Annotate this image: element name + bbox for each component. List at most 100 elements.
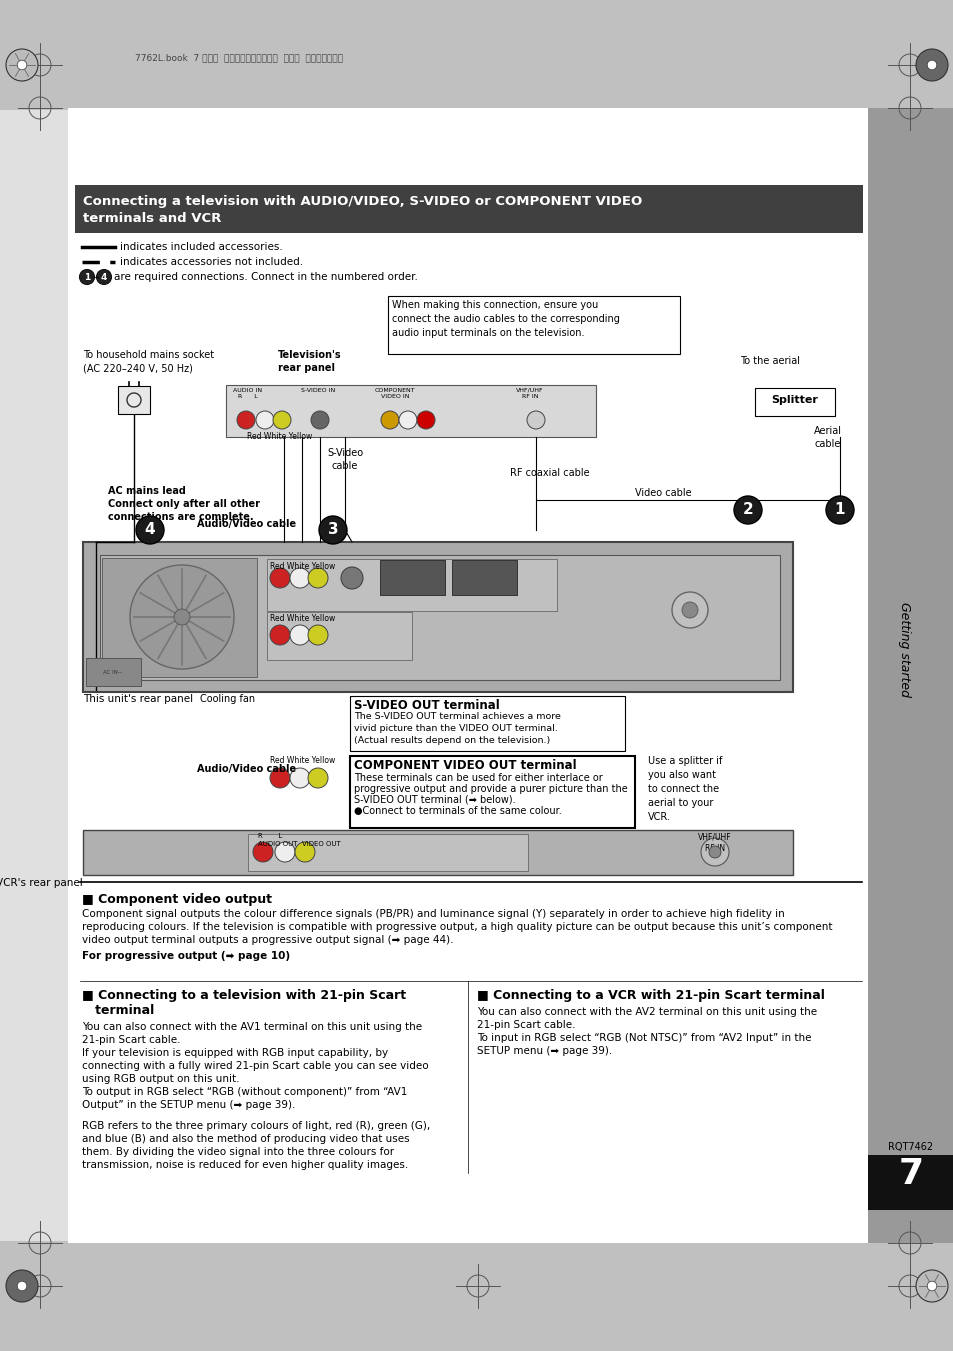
Circle shape	[6, 49, 38, 81]
Circle shape	[318, 516, 347, 544]
Circle shape	[290, 567, 310, 588]
Text: Red White Yellow: Red White Yellow	[270, 562, 335, 571]
Bar	[867, 108, 953, 1243]
Bar	[75, 185, 862, 232]
Text: To output in RGB select “RGB (without component)” from “AV1: To output in RGB select “RGB (without co…	[82, 1088, 407, 1097]
Circle shape	[6, 1270, 38, 1302]
Text: Aerial
cable: Aerial cable	[813, 426, 841, 449]
Text: indicates included accessories.: indicates included accessories.	[120, 242, 282, 253]
Text: RQT7462: RQT7462	[887, 1142, 933, 1152]
Bar	[102, 558, 256, 677]
Text: You can also connect with the AV1 terminal on this unit using the: You can also connect with the AV1 termin…	[82, 1021, 421, 1032]
Bar	[0, 0, 953, 109]
Text: using RGB output on this unit.: using RGB output on this unit.	[82, 1074, 239, 1084]
Text: 1: 1	[834, 503, 844, 517]
Text: 21-pin Scart cable.: 21-pin Scart cable.	[82, 1035, 180, 1046]
Circle shape	[308, 767, 328, 788]
Circle shape	[236, 411, 254, 430]
Circle shape	[398, 411, 416, 430]
Text: AUDIO IN
R      L: AUDIO IN R L	[233, 388, 262, 399]
Text: connecting with a fully wired 21-pin Scart cable you can see video: connecting with a fully wired 21-pin Sca…	[82, 1061, 428, 1071]
Text: indicates accessories not included.: indicates accessories not included.	[120, 257, 303, 267]
Bar	[83, 830, 792, 875]
Text: Audio/Video cable: Audio/Video cable	[196, 765, 295, 774]
Circle shape	[708, 846, 720, 858]
Bar	[754, 388, 834, 416]
Bar	[379, 561, 444, 594]
Circle shape	[273, 411, 291, 430]
Text: progressive output and provide a purer picture than the: progressive output and provide a purer p…	[354, 784, 627, 794]
Text: Red White Yellow: Red White Yellow	[270, 757, 335, 765]
Text: Red White Yellow: Red White Yellow	[247, 432, 312, 440]
Text: VHF/UHF
RF IN: VHF/UHF RF IN	[516, 388, 543, 399]
Circle shape	[915, 49, 947, 81]
Text: Getting started: Getting started	[898, 603, 910, 697]
Text: 4: 4	[101, 273, 107, 281]
Text: S-VIDEO OUT terminal (➡ below).: S-VIDEO OUT terminal (➡ below).	[354, 794, 515, 805]
Text: VCR's rear panel: VCR's rear panel	[0, 878, 83, 888]
Text: COMPONENT
VIDEO IN: COMPONENT VIDEO IN	[375, 388, 415, 399]
Bar	[350, 757, 635, 828]
Text: AC IN~: AC IN~	[103, 670, 123, 674]
Circle shape	[681, 603, 698, 617]
Text: To the aerial: To the aerial	[740, 357, 800, 366]
Bar	[267, 612, 412, 661]
Text: 7: 7	[898, 1156, 923, 1192]
Bar	[248, 834, 527, 871]
Circle shape	[290, 767, 310, 788]
Text: ●Connect to terminals of the same colour.: ●Connect to terminals of the same colour…	[354, 807, 561, 816]
Text: ■ Component video output: ■ Component video output	[82, 893, 272, 907]
Text: 3: 3	[327, 523, 338, 538]
Bar	[350, 696, 624, 751]
Text: RF coaxial cable: RF coaxial cable	[510, 467, 589, 478]
Circle shape	[253, 842, 273, 862]
Text: terminal: terminal	[82, 1004, 154, 1017]
Text: 2: 2	[741, 503, 753, 517]
Text: them. By dividing the video signal into the three colours for: them. By dividing the video signal into …	[82, 1147, 394, 1156]
Text: You can also connect with the AV2 terminal on this unit using the: You can also connect with the AV2 termin…	[476, 1006, 817, 1017]
Circle shape	[926, 1281, 936, 1290]
Text: COMPONENT VIDEO OUT terminal: COMPONENT VIDEO OUT terminal	[354, 759, 576, 771]
Circle shape	[526, 411, 544, 430]
Circle shape	[17, 1281, 27, 1290]
Circle shape	[700, 838, 728, 866]
Text: video output terminal outputs a progressive output signal (➡ page 44).: video output terminal outputs a progress…	[82, 935, 453, 944]
Text: The S-VIDEO OUT terminal achieves a more
vivid picture than the VIDEO OUT termin: The S-VIDEO OUT terminal achieves a more…	[354, 712, 560, 744]
Text: transmission, noise is reduced for even higher quality images.: transmission, noise is reduced for even …	[82, 1161, 408, 1170]
Text: reproducing colours. If the television is compatible with progressive output, a : reproducing colours. If the television i…	[82, 921, 832, 932]
Bar	[867, 1155, 953, 1210]
Text: 4: 4	[145, 523, 155, 538]
Circle shape	[308, 567, 328, 588]
Bar	[226, 385, 596, 436]
Text: 7762L.book  7 ページ  ２００４年３月２４日  水曜日  午前１１晎４分: 7762L.book 7 ページ ２００４年３月２４日 水曜日 午前１１晎４分	[135, 54, 343, 62]
Circle shape	[136, 516, 164, 544]
Bar	[452, 561, 517, 594]
Text: Television's
rear panel: Television's rear panel	[277, 350, 341, 373]
Text: These terminals can be used for either interlace or: These terminals can be used for either i…	[354, 773, 602, 784]
Text: If your television is equipped with RGB input capability, by: If your television is equipped with RGB …	[82, 1048, 388, 1058]
Text: –: –	[93, 272, 99, 282]
Circle shape	[270, 567, 290, 588]
Text: For progressive output (➡ page 10): For progressive output (➡ page 10)	[82, 951, 290, 961]
Bar	[86, 658, 141, 686]
Text: 21-pin Scart cable.: 21-pin Scart cable.	[476, 1020, 575, 1029]
Text: Audio/Video cable: Audio/Video cable	[196, 519, 295, 530]
Circle shape	[308, 626, 328, 644]
Circle shape	[130, 565, 233, 669]
Circle shape	[274, 842, 294, 862]
Bar	[267, 559, 557, 611]
Text: RGB refers to the three primary colours of light, red (R), green (G),: RGB refers to the three primary colours …	[82, 1121, 430, 1131]
Circle shape	[96, 269, 112, 285]
Circle shape	[290, 626, 310, 644]
Text: To input in RGB select “RGB (Not NTSC)” from “AV2 Input” in the: To input in RGB select “RGB (Not NTSC)” …	[476, 1034, 811, 1043]
Text: terminals and VCR: terminals and VCR	[83, 212, 221, 226]
Circle shape	[270, 767, 290, 788]
Text: VHF/UHF
RF IN: VHF/UHF RF IN	[698, 834, 731, 852]
Text: AC mains lead
Connect only after all other
connections are complete.: AC mains lead Connect only after all oth…	[108, 486, 260, 523]
Bar	[68, 108, 867, 1243]
Circle shape	[733, 496, 761, 524]
Text: S-VIDEO IN: S-VIDEO IN	[300, 388, 335, 393]
Text: Component signal outputs the colour difference signals (PB/PR) and luminance sig: Component signal outputs the colour diff…	[82, 909, 784, 919]
Text: Splitter: Splitter	[771, 394, 818, 405]
Text: ■ Connecting to a television with 21-pin Scart: ■ Connecting to a television with 21-pin…	[82, 989, 406, 1002]
